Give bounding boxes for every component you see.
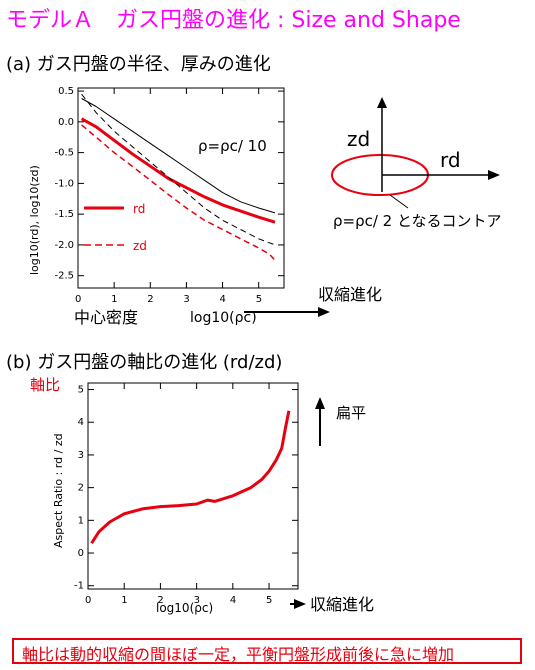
chart-a-ytick-label: -0.5: [54, 148, 74, 159]
chart-b-ytick-label: -1: [74, 581, 84, 592]
flat-label: 扁平: [336, 404, 366, 422]
chart-b-xtick-label: 5: [266, 595, 272, 606]
chart-a-ytick-label: -1.5: [54, 209, 74, 220]
contour-label: ρ=ρc/ 2 となるコントア: [333, 212, 502, 230]
chart-a-xtick-label: 5: [256, 294, 262, 305]
chart-b-frame: [87, 382, 299, 590]
chart-b-ytick-label: 0: [78, 548, 84, 559]
chart-b-xtick-label: 4: [230, 595, 236, 606]
chart-a-xtick-label: 4: [220, 294, 226, 305]
chart-b-ytick-label: 3: [78, 450, 84, 461]
legend-zd-label: zd: [133, 239, 147, 253]
evolution-arrowhead-a: [318, 307, 330, 317]
conclusion-text: 軸比は動的収縮の間ほぼ一定，平衡円盤形成前後に急に増加: [22, 645, 455, 664]
chart-a-series-2: [81, 98, 276, 214]
chart-a-density-label: 中心密度: [74, 308, 138, 327]
evolution-arrowhead-b: [294, 599, 306, 609]
section-a-heading: (a) ガス円盤の半径、厚みの進化: [6, 54, 271, 75]
chart-a-ytick-label: -2.5: [54, 271, 74, 282]
chart-a: 0 1 2 3 4 5 0.5 0.0 -0.5 -1.0 -1.5 -2.0 -2.5 log10(r…: [28, 86, 382, 327]
chart-a-ylabel: log10(rd), log10(zd): [28, 165, 41, 275]
chart-a-xtick-label: 2: [147, 294, 153, 305]
chart-b-ytick-label: 1: [78, 515, 84, 526]
chart-a-frame: [77, 87, 285, 289]
evolution-label-a: 収縮進化: [318, 285, 382, 304]
chart-b-xtick-label: 0: [85, 595, 91, 606]
chart-a-xtick-label: 0: [75, 294, 81, 305]
evolution-label-b: 収縮進化: [310, 595, 374, 614]
chart-b-ytick-label: 5: [78, 385, 84, 396]
r-axis-label: rd: [440, 148, 461, 172]
r-axis-arrowhead: [488, 170, 500, 180]
z-axis-label: zd: [347, 127, 370, 151]
page-title: モデルＡ ガス円盤の進化 : Size and Shape: [6, 8, 461, 33]
chart-a-ytick-label: 0.0: [58, 117, 74, 128]
chart-a-xtick-label: 3: [183, 294, 189, 305]
flat-arrowhead: [315, 397, 325, 409]
section-b-heading: (b) ガス円盤の軸比の進化 (rd/zd): [6, 352, 283, 373]
z-axis-arrowhead: [377, 97, 387, 108]
chart-a-xtick-label: 1: [111, 294, 117, 305]
chart-b-ytick-label: 4: [78, 417, 84, 428]
chart-a-series-3: [81, 93, 276, 246]
chart-a-annotation: ρ=ρc/ 10: [198, 137, 267, 155]
chart-b-xtick-label: 1: [121, 595, 127, 606]
conclusion-box: [12, 638, 522, 664]
chart-b-xtick-label: 3: [194, 595, 200, 606]
chart-a-series-1: [81, 124, 276, 261]
chart-a-ytick-label: -2.0: [54, 240, 74, 251]
legend-rd-label: rd: [133, 202, 145, 216]
chart-a-xlabel: log10(ρc): [190, 310, 257, 326]
chart-a-ytick-label: -1.0: [54, 178, 74, 189]
contour-pointer: [389, 194, 409, 209]
chart-b-ytick-label: 2: [78, 483, 84, 494]
chart-b-ylabel: Aspect Ratio : rd / zd: [52, 433, 65, 548]
chart-a-series-0: [80, 117, 276, 224]
chart-a-ytick-label: 0.5: [58, 86, 74, 97]
chart-b-xtick-label: 2: [157, 595, 163, 606]
axis-ratio-label: 軸比: [30, 376, 60, 394]
disk-diagram: zd rd ρ=ρc/ 2 となるコントア: [331, 97, 502, 230]
chart-b-xlabel: log10(ρc): [156, 601, 213, 615]
chart-b-series-0: [90, 410, 291, 545]
